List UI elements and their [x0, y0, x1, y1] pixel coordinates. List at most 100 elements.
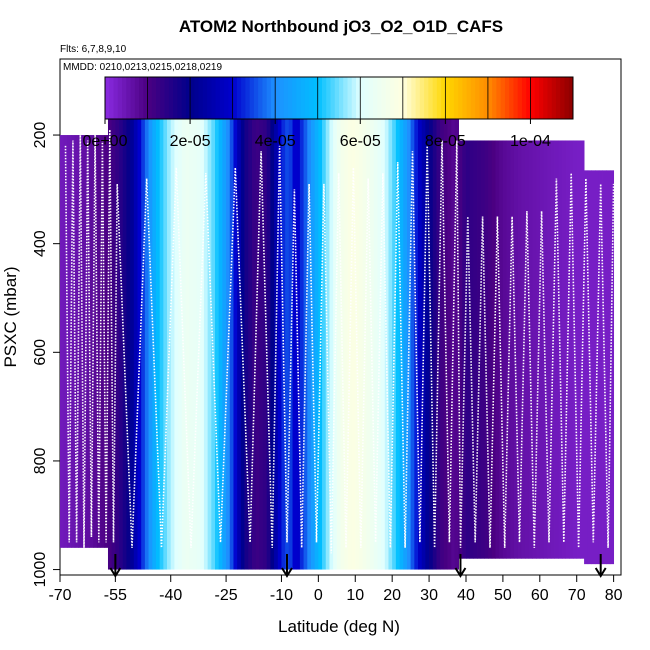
- heatmap-cell: [517, 140, 522, 559]
- heatmap-cell: [539, 140, 544, 559]
- heatmap-cell: [185, 107, 190, 570]
- colorbar-swatch: [292, 77, 297, 119]
- x-tick-label: -40: [159, 587, 182, 604]
- colorbar-swatch: [181, 77, 187, 119]
- colorbar-swatch: [564, 77, 570, 119]
- colorbar-swatch: [555, 77, 561, 119]
- colorbar-swatch: [198, 77, 204, 119]
- heatmap-cell: [310, 107, 316, 570]
- y-tick-label: 400: [32, 230, 49, 257]
- colorbar-swatch: [517, 77, 523, 119]
- heatmap-cell: [119, 107, 124, 570]
- colorbar-swatch: [470, 77, 476, 119]
- heatmap-cell: [133, 107, 138, 570]
- colorbar-swatch: [411, 77, 417, 119]
- colorbar-swatch: [360, 77, 366, 119]
- heatmap-cell: [458, 140, 463, 559]
- heatmap-cell: [200, 107, 205, 570]
- colorbar-swatch: [241, 77, 246, 119]
- x-tick-label: -55: [104, 587, 127, 604]
- heatmap-cell: [104, 135, 109, 548]
- colorbar-swatch: [538, 77, 544, 119]
- colorbar-swatch: [283, 77, 289, 119]
- colorbar-swatch: [287, 77, 293, 119]
- heatmap-cell: [381, 107, 386, 570]
- heatmap-cell: [274, 107, 279, 570]
- y-axis-label: PSXC (mbar): [1, 266, 20, 367]
- heatmap-cell: [122, 107, 127, 570]
- heatmap-cell: [403, 107, 408, 570]
- heatmap-cell: [484, 140, 489, 559]
- colorbar-swatch: [568, 77, 574, 119]
- colorbar-swatch: [373, 77, 378, 119]
- colorbar-swatch: [419, 77, 425, 119]
- heatmap-cell: [248, 107, 253, 570]
- colorbar-swatch: [466, 77, 472, 119]
- heatmap-cell: [373, 107, 378, 570]
- heatmap-cell: [355, 107, 360, 570]
- colorbar-swatch: [151, 77, 157, 119]
- heatmap-cell: [377, 107, 382, 570]
- heatmap: [60, 107, 615, 570]
- heatmap-cell: [314, 107, 319, 570]
- colorbar-swatch: [258, 77, 263, 119]
- heatmap-cell: [270, 107, 275, 570]
- colorbar-swatch: [143, 77, 149, 119]
- heatmap-cell: [587, 170, 592, 565]
- colorbar-swatch: [156, 77, 161, 119]
- colorbar-swatch: [317, 77, 323, 119]
- heatmap-cell: [74, 135, 79, 548]
- heatmap-cell: [218, 107, 223, 570]
- colorbar-swatch: [534, 77, 540, 119]
- heatmap-cell: [63, 135, 68, 548]
- colorbar-swatch: [390, 77, 395, 119]
- heatmap-cell: [480, 140, 485, 559]
- colorbar-swatch: [173, 77, 178, 119]
- heatmap-cell: [506, 140, 511, 559]
- heatmap-cell: [78, 135, 83, 548]
- colorbar-swatch: [139, 77, 144, 119]
- heatmap-cell: [207, 107, 212, 570]
- colorbar-swatch: [334, 77, 340, 119]
- colorbar-swatch: [453, 77, 459, 119]
- y-tick-label: 800: [32, 447, 49, 474]
- colorbar-ticks: 0e+00 2e-05 4e-05 6e-05 8e-05 1e-04: [83, 119, 551, 150]
- colorbar-swatch: [368, 77, 374, 119]
- heatmap-cell: [473, 140, 478, 559]
- colorbar-swatch: [177, 77, 183, 119]
- x-tick-label: 70: [568, 587, 586, 604]
- colorbar-swatch: [262, 77, 268, 119]
- colorbar-swatch: [483, 77, 489, 119]
- heatmap-cell: [159, 107, 164, 570]
- colorbar-frame: [104, 76, 574, 120]
- heatmap-cell: [107, 107, 113, 570]
- heatmap-cell: [262, 107, 268, 570]
- colorbar-swatch: [194, 77, 200, 119]
- colorbar-swatch: [547, 77, 553, 119]
- colorbar-swatch: [458, 77, 463, 119]
- colorbar-swatch: [249, 77, 255, 119]
- colorbar-swatch: [339, 77, 344, 119]
- heatmap-cell: [170, 107, 175, 570]
- colorbar-swatch: [105, 77, 110, 119]
- x-tick-label: -25: [215, 587, 238, 604]
- colorbar-swatch: [270, 77, 276, 119]
- colorbar-swatch: [147, 77, 153, 119]
- heatmap-cell: [277, 107, 282, 570]
- x-tick-label: -70: [48, 587, 71, 604]
- colorbar-swatch: [402, 77, 408, 119]
- x-tick-label: 60: [531, 587, 549, 604]
- colorbar-swatch: [509, 77, 514, 119]
- heatmap-cell: [222, 107, 227, 570]
- colorbar-swatch: [462, 77, 468, 119]
- heatmap-cell: [602, 170, 607, 565]
- heatmap-cell: [307, 107, 312, 570]
- heatmap-cell: [266, 107, 271, 570]
- colorbar-swatch: [134, 77, 140, 119]
- colorbar-swatch: [330, 77, 336, 119]
- colorbar-swatch: [381, 77, 387, 119]
- heatmap-cell: [240, 107, 245, 570]
- heatmap-cell: [388, 107, 393, 570]
- heatmap-cell: [325, 107, 330, 570]
- colorbar-swatch: [326, 77, 331, 119]
